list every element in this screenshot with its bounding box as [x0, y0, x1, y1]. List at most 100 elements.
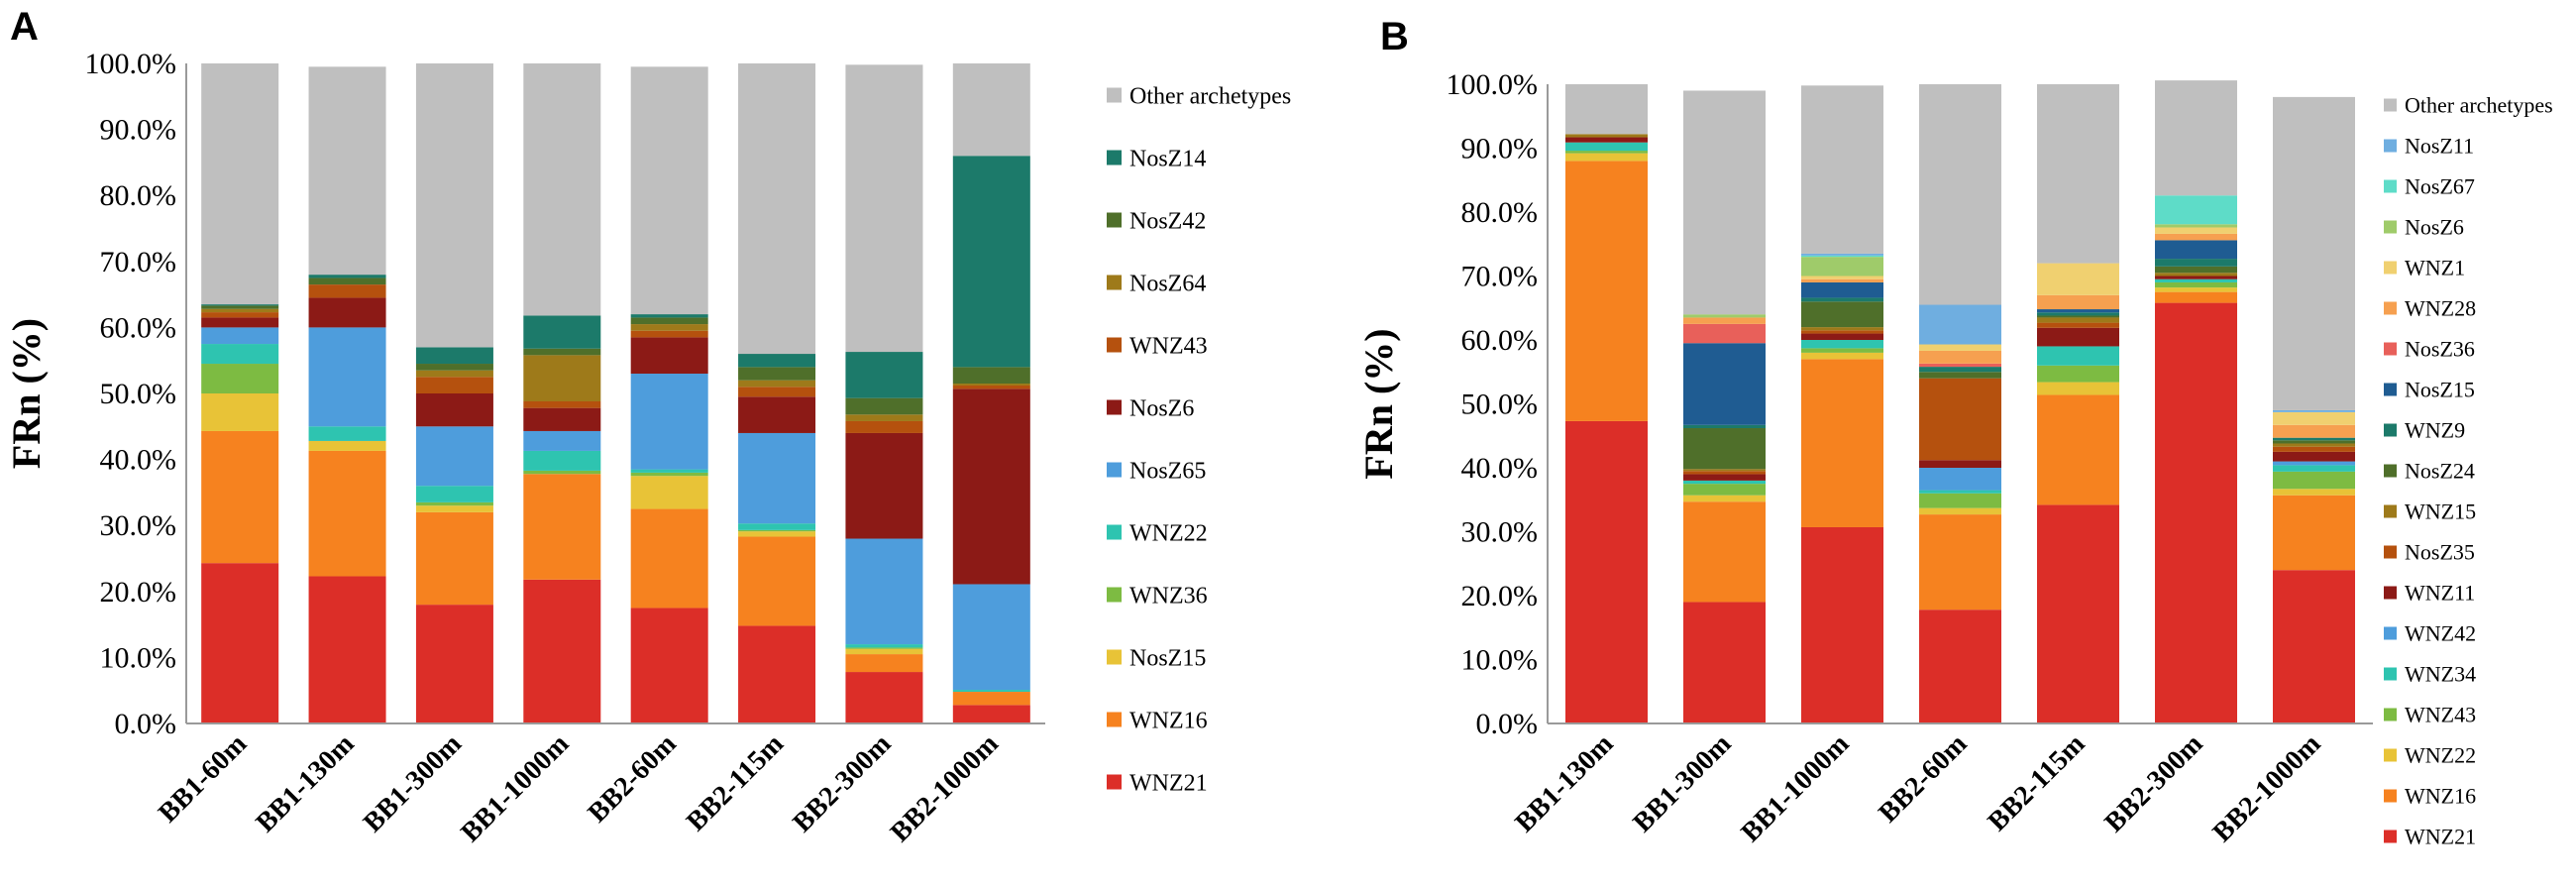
panel-a-segment-wnz22-bb1-1000m — [523, 450, 601, 471]
panel-b-segment-wnz15-bb1-130m — [1565, 134, 1648, 138]
panel-a-segment-nosz65-bb2-1000m — [952, 584, 1030, 691]
panel-b-y-axis-label: FRn (%) — [1356, 328, 1401, 479]
panel-a-legend-swatch-wnz21 — [1107, 774, 1122, 790]
panel-b-legend-label-nosz67: NosZ67 — [2405, 174, 2475, 199]
panel-a-segment-wnz43-bb2-1000m — [952, 386, 1030, 389]
panel-a-segment-wnz22-bb2-115m — [738, 523, 816, 530]
panel-b-segment-nosz35-bb2-1000m — [2273, 446, 2355, 452]
panel-b-segment-wnz15-bb1-1000m — [1801, 327, 1883, 331]
panel-b-segment-wnz22-bb2-300m — [2155, 287, 2237, 292]
panel-b-legend-label-nosz35: NosZ35 — [2405, 540, 2475, 565]
panel-a-segment-wnz21-bb2-300m — [845, 672, 923, 723]
panel-b-segment-other-archetypes-bb2-300m — [2155, 80, 2237, 196]
panel-b-legend-swatch-wnz11 — [2384, 586, 2397, 600]
panel-a-segment-nosz14-bb1-1000m — [523, 315, 601, 349]
panel-b-segment-wnz28-bb1-1000m — [1801, 278, 1883, 282]
panel-b-segment-other-archetypes-bb1-130m — [1565, 84, 1648, 135]
panel-a-segment-wnz16-bb1-60m — [201, 430, 279, 564]
panel-a-segment-nosz14-bb1-60m — [201, 304, 279, 306]
panel-b-segment-nosz36-bb1-300m — [1683, 323, 1766, 344]
panel-a-y-tick-label: 60.0% — [100, 311, 177, 344]
panel-b-segment-wnz1-bb2-300m — [2155, 227, 2237, 234]
panel-a-legend-swatch-other-archetypes — [1107, 87, 1122, 103]
panel-a-segment-nosz42-bb2-60m — [630, 317, 708, 325]
panel-a-segment-wnz21-bb2-1000m — [952, 705, 1030, 723]
panel-a-legend-label-nosz64: NosZ64 — [1129, 271, 1206, 296]
panel-b-legend-swatch-nosz67 — [2384, 179, 2397, 193]
panel-a-legend-swatch-nosz42 — [1107, 212, 1122, 228]
panel-b-segment-wnz43-bb2-1000m — [2273, 471, 2355, 490]
panel-a-segment-nosz65-bb1-130m — [308, 327, 386, 427]
panel-a-segment-nosz42-bb1-300m — [415, 364, 493, 371]
panel-a-segment-wnz36-bb1-60m — [201, 364, 279, 393]
panel-a-segment-other-archetypes-bb2-1000m — [952, 63, 1030, 157]
panel-a-legend-swatch-wnz36 — [1107, 587, 1122, 603]
panel-b-legend-swatch-nosz6 — [2384, 220, 2397, 234]
panel-b-segment-wnz28-bb1-300m — [1683, 317, 1766, 324]
panel-b-legend-swatch-wnz43 — [2384, 708, 2397, 721]
panel-a-x-tick-label: BB2-1000m — [885, 728, 1005, 848]
panel-a-segment-nosz14-bb2-1000m — [952, 156, 1030, 368]
panel-a-segment-other-archetypes-bb1-130m — [308, 66, 386, 276]
panel-b-segment-wnz16-bb1-130m — [1565, 161, 1648, 421]
panel-a-segment-wnz43-bb2-300m — [845, 420, 923, 433]
panel-a-segment-wnz16-bb2-60m — [630, 508, 708, 609]
panel-b-segment-wnz11-bb2-1000m — [2273, 451, 2355, 462]
panel-a-segment-wnz22-bb1-60m — [201, 344, 279, 365]
panel-b-legend-swatch-wnz22 — [2384, 748, 2397, 762]
panel-a-legend-swatch-nosz65 — [1107, 462, 1122, 478]
panel-b-legend-swatch-wnz1 — [2384, 261, 2397, 275]
panel-a-segment-other-archetypes-bb2-300m — [845, 64, 923, 353]
panel-a-segment-wnz36-bb1-300m — [415, 501, 493, 506]
panel-a-segment-wnz16-bb1-1000m — [523, 474, 601, 580]
panel-a-x-tick-label: BB1-1000m — [455, 728, 575, 848]
panel-a-segment-wnz36-bb2-115m — [738, 529, 816, 532]
panel-b-chart: FRn (%) 0.0% 10.0% 20.0% 30.0% 40.0% 50.0% 60.0… — [1356, 68, 2553, 849]
panel-b-y-tick-label: 100.0% — [1447, 68, 1539, 101]
panel-a-chart: FRn (%) 0.0% 10.0% 20.0% 30.0% 40.0% 50.0% 60.0… — [4, 48, 1291, 848]
panel-a-segment-other-archetypes-bb2-60m — [630, 66, 708, 315]
panel-a-segment-nosz64-bb1-300m — [415, 370, 493, 378]
panel-b-x-tick-label: BB2-60m — [1873, 728, 1973, 829]
panel-b-legend-swatch-wnz42 — [2384, 626, 2397, 640]
panel-b-segment-wnz22-bb1-130m — [1565, 153, 1648, 162]
panel-a-segment-other-archetypes-bb1-60m — [201, 63, 279, 305]
panel-b-segment-wnz21-bb1-1000m — [1801, 526, 1883, 723]
panel-a-segment-wnz43-bb1-60m — [201, 312, 279, 318]
panel-b-legend-label-nosz24: NosZ24 — [2405, 459, 2475, 484]
panel-a-legend-label-wnz36: WNZ36 — [1129, 583, 1208, 609]
panel-a-segment-other-archetypes-bb2-115m — [738, 63, 816, 355]
panel-a-segment-wnz36-bb2-300m — [845, 647, 923, 649]
panel-b-legend-swatch-nosz24 — [2384, 464, 2397, 478]
panel-b-legend-swatch-nosz36 — [2384, 342, 2397, 356]
panel-a-segment-wnz21-bb1-300m — [415, 605, 493, 723]
panel-a-y-tick-label: 90.0% — [100, 114, 177, 147]
panel-a-segment-nosz42-bb2-115m — [738, 367, 816, 381]
panel-b-legend-swatch-nosz11 — [2384, 139, 2397, 153]
panel-b-segment-wnz28-bb2-1000m — [2273, 424, 2355, 438]
panel-a-segment-nosz14-bb1-300m — [415, 347, 493, 365]
panel-b-y-tick-label: 10.0% — [1461, 644, 1539, 677]
panel-b-x-tick-label: BB2-1000m — [2207, 728, 2327, 848]
panel-b-segment-wnz22-bb1-1000m — [1801, 352, 1883, 360]
panel-b-segment-wnz16-bb2-1000m — [2273, 495, 2355, 571]
panel-a-segment-other-archetypes-bb1-300m — [415, 63, 493, 348]
panel-b-segment-nosz15-bb2-115m — [2037, 309, 2119, 313]
panel-b-segment-other-archetypes-bb2-60m — [1919, 84, 2001, 305]
panel-a-segment-nosz14-bb2-300m — [845, 352, 923, 398]
panel-a-legend-label-other-archetypes: Other archetypes — [1129, 83, 1291, 109]
panel-a-y-tick-label: 20.0% — [100, 576, 177, 609]
panel-b-segment-nosz24-bb2-1000m — [2273, 440, 2355, 444]
panel-b-x-tick-label: BB2-115m — [1983, 728, 2092, 837]
panel-a-y-tick-label: 50.0% — [100, 378, 177, 410]
panel-a-segment-nosz14-bb2-115m — [738, 354, 816, 368]
panel-a-segment-nosz65-bb1-300m — [415, 426, 493, 487]
panel-b-segment-nosz67-bb1-1000m — [1801, 255, 1883, 258]
panel-b-segment-wnz21-bb2-60m — [1919, 610, 2001, 723]
panel-b-legend-label-wnz15: WNZ15 — [2405, 499, 2476, 524]
panel-b-segment-nosz24-bb2-60m — [1919, 372, 2001, 379]
panel-b-segment-other-archetypes-bb2-115m — [2037, 84, 2119, 264]
panel-b-segment-wnz28-bb2-300m — [2155, 233, 2237, 241]
panel-a-segment-nosz15-bb2-60m — [630, 476, 708, 509]
